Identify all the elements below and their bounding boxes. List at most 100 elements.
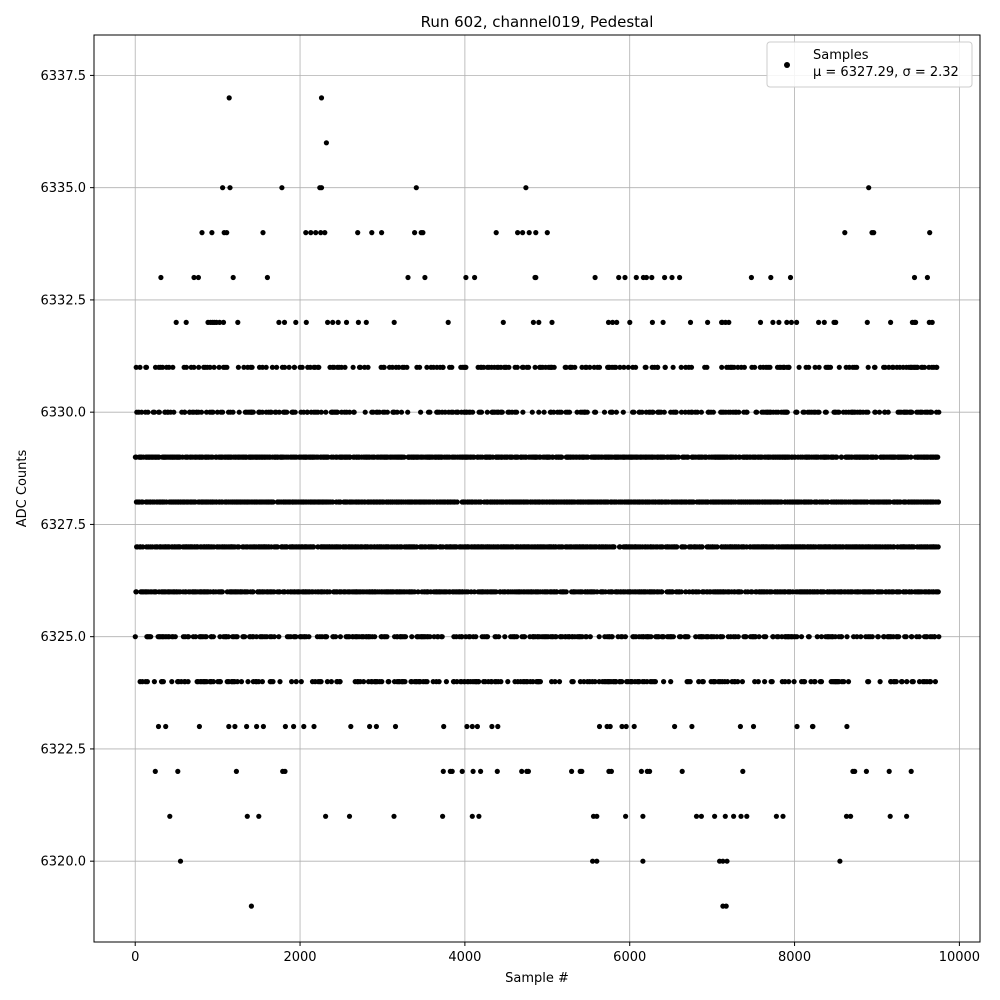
data-point [719,364,725,370]
data-point [199,230,205,236]
data-point [569,768,575,775]
data-point [132,634,138,640]
data-point [234,634,240,640]
data-point [418,409,424,415]
plot-frame [93,34,981,943]
data-point [871,230,877,236]
data-point [755,679,761,685]
data-point [839,634,845,640]
data-point [848,813,854,819]
data-point [473,634,479,640]
data-point [151,679,157,685]
data-point [731,364,737,370]
data-point [782,679,788,685]
data-point [203,634,209,640]
data-point [622,634,629,640]
data-point [526,230,532,236]
data-point [678,634,684,640]
data-point [610,319,616,325]
data-point [404,364,410,370]
data-point [303,230,309,236]
data-point [585,454,591,460]
data-point [660,634,667,640]
y-tick-label: 6325.0 [41,630,87,645]
data-point [841,679,847,685]
data-point [324,679,330,685]
data-point [687,679,693,685]
data-point [748,274,755,281]
data-point [712,813,718,819]
data-point [210,679,216,685]
data-point [469,723,475,730]
data-point [156,409,162,415]
data-point [372,634,378,640]
data-point [440,768,446,775]
data-point [409,634,415,640]
data-point [357,364,363,370]
data-point [402,679,408,685]
data-point [623,813,629,819]
data-point [259,364,266,370]
legend-stats-text: μ = 6327.29, σ = 2.32 [813,65,959,80]
data-point [464,723,470,730]
data-point [424,364,430,370]
data-points [132,95,942,909]
data-point [696,679,702,685]
data-point [476,679,482,685]
data-point [175,768,181,775]
data-point [886,364,892,370]
data-point [816,409,822,415]
data-point [533,274,539,281]
data-point [836,409,842,415]
data-point [843,813,850,819]
data-point [276,634,282,640]
data-point [936,409,942,415]
data-point [337,634,343,640]
data-point [394,409,400,415]
data-point [234,679,240,685]
data-point [505,679,511,685]
data-point [373,723,379,730]
data-point [617,544,623,550]
data-point [389,364,395,370]
data-point [685,634,691,640]
data-point [566,409,573,415]
data-point [459,768,465,775]
data-point [478,409,485,415]
data-point [927,230,933,236]
data-point [812,364,818,370]
data-point [661,679,667,685]
data-point [379,230,385,236]
data-point [318,679,324,685]
data-point [260,723,266,730]
data-point [502,634,508,640]
data-point [417,364,423,370]
data-point [330,499,336,505]
data-point [224,364,230,370]
data-point [679,768,685,775]
data-point [621,364,627,370]
data-point [220,319,227,325]
data-point [405,274,411,281]
legend-marker [784,62,790,68]
data-point [439,634,445,640]
y-axis-label: ADC Counts [15,450,30,528]
data-point [794,634,800,640]
data-point [705,319,711,325]
data-point [323,409,329,415]
data-point [211,364,217,370]
data-point [532,364,538,370]
data-point [365,364,371,370]
data-point [235,319,241,325]
data-point [277,679,283,685]
data-point [470,768,476,775]
data-point [495,723,501,730]
data-point [196,364,202,370]
data-point [311,723,317,730]
data-point [661,409,667,415]
data-point [379,679,385,685]
data-point [274,364,280,370]
data-point [311,544,317,550]
data-point [556,679,563,685]
data-point [601,409,608,415]
